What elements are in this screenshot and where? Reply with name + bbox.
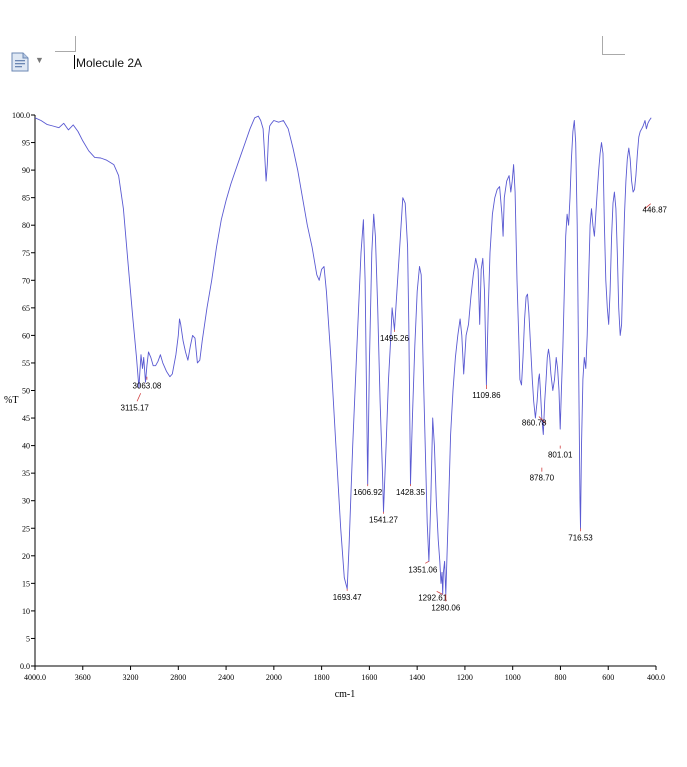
y-tick-label: 45: [22, 414, 30, 423]
y-tick-label: 30: [22, 497, 30, 506]
y-tick-label: 40: [22, 442, 30, 451]
peak-label: 446.87: [643, 206, 668, 215]
corner-mark-left: [55, 36, 76, 52]
y-tick-label: 5: [26, 634, 30, 643]
peak-label: 1351.06: [408, 565, 437, 574]
document-icon[interactable]: [11, 52, 29, 72]
y-tick-label: 60: [22, 331, 30, 340]
y-tick-label: 85: [22, 194, 30, 203]
y-tick-label: 65: [22, 304, 30, 313]
peak-label: 3115.17: [121, 403, 150, 412]
peak-label: 716.53: [568, 533, 593, 542]
corner-mark-right: [602, 36, 625, 55]
x-tick-label: 1000: [505, 673, 521, 682]
peak-label: 860.78: [522, 419, 547, 428]
document-title[interactable]: Molecule 2A: [76, 56, 143, 70]
y-tick-label: 90: [22, 166, 30, 175]
y-tick-label: 0.0: [20, 662, 30, 671]
peak-label: 1495.26: [380, 334, 409, 343]
x-tick-label: 1400: [409, 673, 425, 682]
peak-label: 1541.27: [369, 516, 398, 525]
y-tick-label: 20: [22, 552, 30, 561]
peak-label: 878.70: [530, 474, 555, 483]
peak-label: 3063.08: [132, 382, 161, 391]
x-tick-label: 4000.0: [24, 673, 46, 682]
y-tick-label: 50: [22, 387, 30, 396]
peak-label: 1606.92: [353, 488, 382, 497]
y-axis-title: %T: [4, 395, 18, 406]
chevron-down-icon[interactable]: ▼: [35, 55, 44, 65]
x-tick-label: 800: [554, 673, 566, 682]
x-tick-label: 3200: [123, 673, 139, 682]
peak-label: 1428.35: [396, 488, 425, 497]
spectrum-line: [34, 115, 652, 595]
y-tick-label: 15: [22, 579, 30, 588]
peak-marker: [436, 591, 443, 595]
title-row[interactable]: Molecule 2A: [74, 55, 142, 70]
y-tick-label: 95: [22, 139, 30, 148]
x-tick-label: 1200: [457, 673, 473, 682]
x-tick-label: 1600: [361, 673, 377, 682]
y-tick-label: 70: [22, 276, 30, 285]
peak-marker: [425, 560, 430, 564]
peak-label: 1693.47: [333, 593, 362, 602]
peak-marker: [644, 203, 652, 209]
peak-marker: [136, 393, 142, 402]
x-tick-label: 1800: [314, 673, 330, 682]
y-tick-label: 35: [22, 469, 30, 478]
peak-label: 1292.61: [418, 593, 447, 602]
y-tick-label: 55: [22, 359, 30, 368]
text-cursor: [74, 55, 75, 69]
x-tick-label: 3600: [75, 673, 91, 682]
peak-label: 1109.86: [472, 391, 501, 400]
y-tick-label: 80: [22, 221, 30, 230]
x-axis-title: cm-1: [335, 689, 356, 700]
y-tick-label: 100.0: [12, 111, 30, 120]
x-tick-label: 2000: [266, 673, 282, 682]
peak-label: 1280.06: [431, 603, 460, 612]
x-tick-label: 600: [602, 673, 614, 682]
y-tick-label: 75: [22, 249, 30, 258]
x-tick-label: 2400: [218, 673, 234, 682]
y-tick-label: 25: [22, 524, 30, 533]
x-tick-label: 400.0: [647, 673, 665, 682]
peak-marker: [538, 416, 547, 424]
x-tick-label: 2800: [170, 673, 186, 682]
y-tick-label: 10: [22, 607, 30, 616]
peak-label: 801.01: [548, 451, 573, 460]
